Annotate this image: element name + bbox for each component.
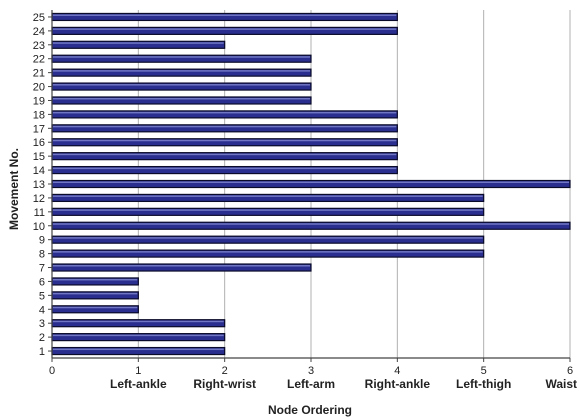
bar-highlight-21 bbox=[53, 70, 310, 72]
bar-highlight-6 bbox=[53, 278, 138, 281]
bar-series bbox=[51, 12, 571, 356]
x-tick-label-0: 0 bbox=[49, 365, 55, 377]
bar-highlight-22 bbox=[53, 56, 310, 58]
x-tick-label-4: 4 bbox=[394, 365, 400, 377]
y-tick-label-24: 24 bbox=[33, 26, 45, 38]
y-tick-label-20: 20 bbox=[33, 82, 45, 94]
y-tick-label-14: 14 bbox=[33, 165, 45, 177]
x-category-label-left-thigh: Left-thigh bbox=[456, 377, 511, 391]
bar-highlight-25 bbox=[53, 14, 397, 16]
bar-highlight-24 bbox=[53, 28, 397, 30]
y-tick-label-23: 23 bbox=[33, 40, 45, 52]
x-tick-label-6: 6 bbox=[567, 365, 573, 377]
y-tick-label-10: 10 bbox=[33, 221, 45, 233]
y-tick-label-4: 4 bbox=[39, 304, 45, 316]
bar-highlight-13 bbox=[53, 181, 569, 183]
bar-highlight-19 bbox=[53, 97, 310, 100]
bar-highlight-14 bbox=[53, 167, 397, 170]
y-tick-label-18: 18 bbox=[33, 109, 45, 121]
y-tick-labels: 1234567891011121314151617181920212223242… bbox=[33, 12, 52, 358]
bar-highlight-2 bbox=[53, 334, 224, 337]
bar-highlight-16 bbox=[53, 139, 397, 142]
x-category-label-right-wrist: Right-wrist bbox=[193, 377, 256, 391]
x-category-labels: Left-ankle Right-wrist Left-arm Right-ankle… bbox=[110, 377, 577, 391]
y-tick-label-2: 2 bbox=[39, 332, 45, 344]
y-tick-label-17: 17 bbox=[33, 123, 45, 135]
x-category-label-waist: Waist bbox=[545, 377, 577, 391]
y-tick-label-22: 22 bbox=[33, 54, 45, 66]
y-tick-label-13: 13 bbox=[33, 179, 45, 191]
bar-highlight-20 bbox=[53, 84, 310, 86]
x-tick-label-3: 3 bbox=[308, 365, 314, 377]
bar-highlight-12 bbox=[53, 195, 483, 197]
x-tick-label-2: 2 bbox=[222, 365, 228, 377]
y-tick-label-8: 8 bbox=[39, 249, 45, 261]
x-axis-title: Node Ordering bbox=[268, 403, 352, 417]
bar-highlight-10 bbox=[53, 223, 569, 225]
bar-highlight-3 bbox=[53, 320, 224, 323]
bar-highlight-18 bbox=[53, 111, 397, 114]
y-tick-label-11: 11 bbox=[34, 207, 45, 219]
y-tick-label-15: 15 bbox=[33, 151, 45, 163]
y-tick-label-9: 9 bbox=[39, 235, 45, 247]
y-tick-label-12: 12 bbox=[33, 193, 45, 205]
x-category-label-left-arm: Left-arm bbox=[287, 377, 335, 391]
bar-highlight-11 bbox=[53, 209, 483, 211]
bar-highlight-7 bbox=[53, 265, 310, 267]
bar-highlight-15 bbox=[53, 153, 397, 156]
y-tick-label-7: 7 bbox=[39, 263, 45, 275]
x-category-label-left-ankle: Left-ankle bbox=[110, 377, 167, 391]
bar-highlight-4 bbox=[53, 306, 138, 309]
y-axis-title: Movement No. bbox=[7, 148, 21, 230]
bar-highlight-5 bbox=[53, 292, 138, 295]
bar-highlight-1 bbox=[53, 348, 224, 351]
y-tick-label-21: 21 bbox=[33, 68, 45, 80]
bar-highlight-17 bbox=[53, 125, 397, 128]
y-tick-label-16: 16 bbox=[33, 137, 45, 149]
bar-highlight-23 bbox=[53, 42, 224, 44]
y-tick-label-1: 1 bbox=[39, 346, 45, 358]
bar-highlight-8 bbox=[53, 251, 483, 253]
x-tick-label-5: 5 bbox=[481, 365, 487, 377]
y-tick-label-5: 5 bbox=[39, 290, 45, 302]
y-tick-label-3: 3 bbox=[39, 318, 45, 330]
y-tick-label-19: 19 bbox=[33, 95, 45, 107]
x-category-label-right-ankle: Right-ankle bbox=[365, 377, 431, 391]
x-tick-labels: 0 1 2 3 4 5 6 bbox=[49, 358, 573, 377]
bar-highlight-9 bbox=[53, 237, 483, 239]
y-tick-label-25: 25 bbox=[33, 12, 45, 24]
y-tick-label-6: 6 bbox=[39, 276, 45, 288]
x-tick-label-1: 1 bbox=[135, 365, 141, 377]
